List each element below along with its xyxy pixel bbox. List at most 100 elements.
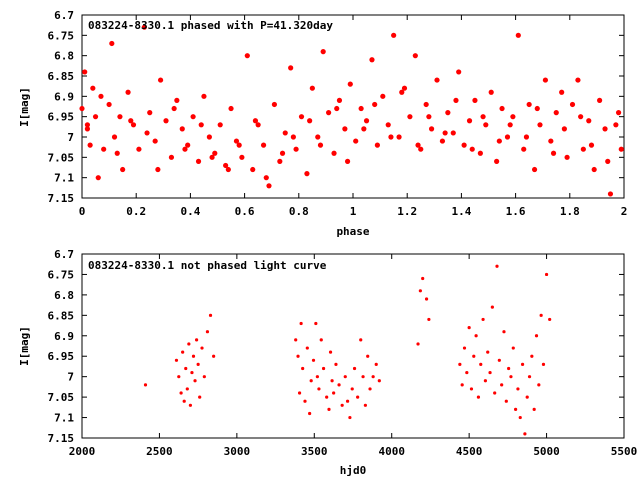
data-point: [298, 114, 305, 120]
data-point: [177, 375, 181, 379]
data-point: [128, 118, 134, 124]
data-point: [460, 383, 464, 387]
data-point: [591, 166, 597, 173]
data-point: [458, 362, 462, 366]
data-point: [578, 114, 584, 120]
data-point: [396, 134, 402, 140]
data-point: [212, 354, 216, 358]
x-tick-label: 5500: [611, 445, 638, 458]
data-point: [343, 375, 347, 379]
data-point: [84, 122, 91, 128]
y-tick-label: 6.7: [54, 9, 74, 22]
data-point: [366, 354, 370, 358]
data-point: [495, 264, 499, 268]
data-point: [561, 126, 567, 132]
data-point: [191, 354, 196, 358]
data-point: [352, 366, 357, 371]
data-point: [344, 158, 351, 164]
x-tick-label: 2500: [146, 445, 173, 458]
data-point: [325, 395, 329, 399]
data-point: [469, 146, 475, 152]
x-tick-label: 1.6: [506, 205, 526, 218]
data-point: [308, 411, 312, 416]
data-point: [194, 338, 199, 342]
data-point: [526, 101, 532, 108]
y-tick-label: 7.15: [48, 192, 75, 205]
data-point: [483, 122, 489, 128]
x-tick-label: 1.2: [397, 205, 417, 218]
data-point: [499, 105, 505, 112]
data-point: [109, 40, 115, 47]
data-point: [597, 97, 603, 103]
data-point: [303, 399, 307, 403]
y-tick-label: 7: [67, 131, 74, 144]
x-tick-label: 1.4: [451, 205, 471, 218]
data-point: [497, 358, 501, 362]
data-point: [580, 146, 586, 152]
data-point: [509, 375, 513, 379]
data-point: [117, 114, 123, 120]
data-point: [548, 317, 552, 322]
data-point: [212, 150, 218, 156]
data-point: [120, 166, 126, 173]
data-point: [321, 366, 326, 371]
data-point: [95, 175, 101, 181]
x-axis-label: phase: [336, 225, 369, 238]
data-point: [152, 138, 158, 144]
data-point: [515, 32, 521, 38]
data-point: [279, 150, 286, 156]
data-point: [511, 346, 515, 350]
data-point: [184, 366, 188, 371]
data-point: [239, 154, 245, 160]
y-tick-label: 6.75: [48, 29, 75, 42]
data-point: [327, 407, 331, 411]
data-point: [196, 362, 200, 366]
data-point: [225, 166, 231, 173]
data-point: [330, 379, 334, 383]
data-point: [500, 383, 504, 387]
data-point: [358, 105, 364, 112]
data-point: [315, 134, 321, 140]
data-point: [445, 110, 451, 116]
y-axis-label: I[mag]: [18, 326, 31, 366]
x-tick-label: 4000: [378, 445, 405, 458]
data-point: [92, 114, 99, 120]
data-point: [334, 105, 340, 112]
data-point: [163, 118, 169, 124]
data-point: [293, 146, 299, 152]
data-point: [347, 81, 353, 87]
data-point: [193, 379, 197, 383]
data-point: [271, 101, 278, 108]
data-point: [418, 146, 424, 152]
data-point: [388, 134, 394, 140]
data-point: [114, 150, 120, 156]
data-point: [266, 183, 272, 189]
data-point: [525, 395, 529, 399]
unphased-chart: 2000 2500 3000 3500 4000 4500 5000 5500 6.7 6.75…: [18, 248, 637, 477]
data-point: [111, 134, 118, 140]
data-point: [363, 118, 370, 124]
data-point: [550, 150, 557, 156]
data-point: [223, 162, 229, 169]
y-tick-label: 7.1: [54, 412, 74, 425]
y-tick-label: 7.15: [48, 432, 75, 445]
data-point: [504, 399, 508, 403]
data-point: [532, 407, 536, 411]
data-point: [174, 97, 180, 103]
data-point: [615, 110, 622, 116]
data-point: [294, 338, 298, 342]
x-tick-label: 5000: [533, 445, 560, 458]
data-point: [428, 126, 435, 132]
data-point: [494, 158, 500, 164]
data-point: [415, 142, 421, 148]
data-point: [541, 362, 546, 366]
x-tick-label: 2000: [69, 445, 96, 458]
data-point: [147, 110, 153, 116]
data-point: [136, 146, 142, 152]
data-point: [315, 375, 319, 379]
y-tick-label: 6.8: [54, 50, 74, 63]
data-point: [474, 334, 478, 338]
chart-title: 083224-8330.1 phased with P=41.320day: [88, 19, 333, 32]
data-point: [462, 346, 467, 350]
data-point: [332, 391, 336, 395]
